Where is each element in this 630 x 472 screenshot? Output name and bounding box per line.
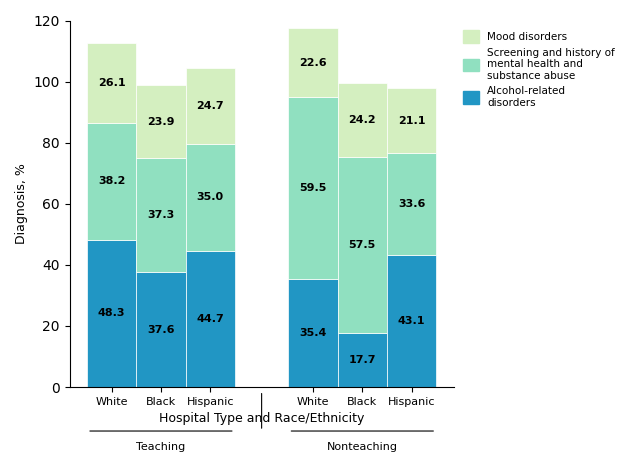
- Bar: [338, 157, 387, 333]
- Bar: [87, 239, 136, 387]
- Text: 35.0: 35.0: [197, 192, 224, 202]
- Text: 22.6: 22.6: [299, 58, 327, 67]
- Bar: [289, 279, 338, 387]
- Text: 21.1: 21.1: [398, 116, 425, 126]
- Text: 26.1: 26.1: [98, 78, 125, 88]
- Bar: [387, 88, 436, 153]
- Text: 17.7: 17.7: [348, 355, 376, 365]
- Bar: [186, 68, 235, 143]
- Bar: [289, 97, 338, 279]
- X-axis label: Hospital Type and Race/Ethnicity: Hospital Type and Race/Ethnicity: [159, 413, 364, 425]
- Text: 24.2: 24.2: [348, 115, 376, 126]
- Bar: [387, 153, 436, 255]
- Bar: [87, 123, 136, 239]
- Bar: [87, 43, 136, 123]
- Text: 37.3: 37.3: [147, 210, 175, 220]
- Bar: [186, 143, 235, 251]
- Legend: Mood disorders, Screening and history of
mental health and
substance abuse, Alco: Mood disorders, Screening and history of…: [459, 25, 619, 112]
- Text: Teaching: Teaching: [136, 442, 186, 452]
- Y-axis label: Diagnosis, %: Diagnosis, %: [15, 163, 28, 244]
- Text: 48.3: 48.3: [98, 308, 125, 318]
- Text: 37.6: 37.6: [147, 325, 175, 335]
- Text: 57.5: 57.5: [348, 240, 376, 250]
- Text: 23.9: 23.9: [147, 117, 175, 127]
- Text: 35.4: 35.4: [299, 328, 327, 338]
- Bar: [136, 85, 186, 158]
- Bar: [136, 158, 186, 272]
- Text: Nonteaching: Nonteaching: [327, 442, 398, 452]
- Bar: [338, 333, 387, 387]
- Text: 33.6: 33.6: [398, 199, 425, 209]
- Text: 44.7: 44.7: [197, 314, 224, 324]
- Bar: [186, 251, 235, 387]
- Bar: [338, 84, 387, 157]
- Text: 24.7: 24.7: [197, 101, 224, 111]
- Bar: [387, 255, 436, 387]
- Bar: [136, 272, 186, 387]
- Text: 59.5: 59.5: [299, 183, 327, 193]
- Bar: [289, 28, 338, 97]
- Text: 43.1: 43.1: [398, 316, 425, 326]
- Text: 38.2: 38.2: [98, 176, 125, 186]
